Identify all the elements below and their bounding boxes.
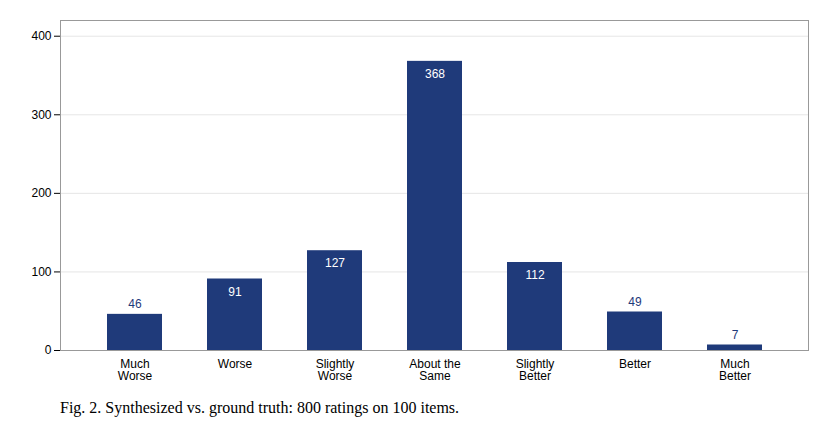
svg-text:400: 400 [31,29,51,43]
svg-text:300: 300 [31,108,51,122]
svg-text:Worse: Worse [218,357,253,371]
svg-text:46: 46 [128,297,142,311]
svg-text:100: 100 [31,265,51,279]
html-text:Fig. 2. Synthesized vs. ground: Fig. 2. Synthesized vs. ground truth: 80… [60,399,460,416]
svg-text:Better: Better [619,357,651,371]
svg-text:368: 368 [425,67,445,81]
svg-text:About theSame: About theSame [409,357,461,383]
svg-text:SlightlyWorse: SlightlyWorse [316,357,355,383]
svg-text:0: 0 [45,343,52,357]
svg-text:91: 91 [228,285,242,299]
svg-text:SlightlyBetter: SlightlyBetter [516,357,555,383]
svg-text:7: 7 [732,328,739,342]
svg-text:127: 127 [325,256,345,270]
svg-text:112: 112 [525,268,544,282]
svg-text:MuchWorse: MuchWorse [118,357,153,383]
svg-text:MuchBetter: MuchBetter [719,357,751,383]
svg-text:200: 200 [31,186,51,200]
svg-text:49: 49 [628,295,642,309]
